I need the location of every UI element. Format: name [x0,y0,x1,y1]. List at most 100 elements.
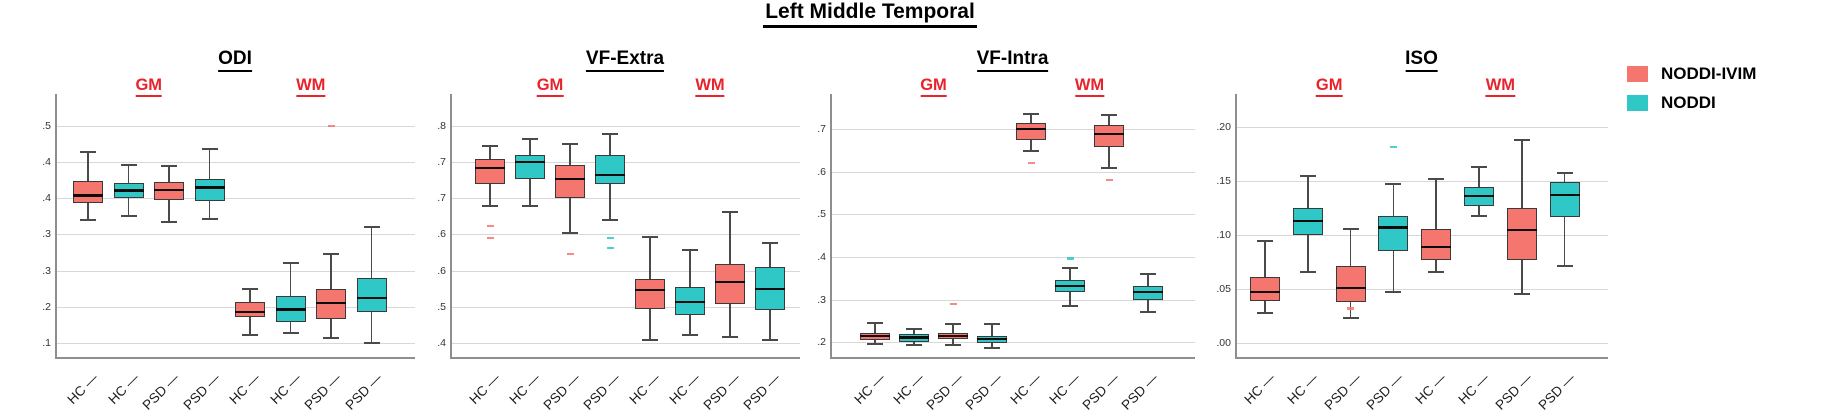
outlier-marker [486,236,494,240]
whisker-cap-top [282,262,299,265]
whisker-cap-bottom [945,344,961,347]
median-line [977,337,1007,340]
whisker-cap-top [1385,183,1402,186]
median-line [1335,286,1366,290]
gridline [56,342,415,344]
whisker-cap-top [1556,171,1573,174]
whisker-cap-top [722,211,738,214]
section-label-wm: WM [1074,76,1105,97]
y-axis-tick-label: .20 [1216,121,1231,134]
whisker-cap-bottom [1556,265,1573,268]
box-body [475,158,505,184]
outlier-marker [606,236,614,240]
box-body [194,178,225,202]
y-axis-tick-label: .8 [437,120,446,133]
median-line [275,308,306,311]
whisker-cap-top [945,323,961,326]
gridline [451,162,800,164]
gridline [451,342,800,344]
box-body [635,279,665,310]
gridline [1236,127,1608,129]
outlier-marker [1105,179,1113,182]
whisker-cap-bottom [562,232,578,234]
box-body [1506,208,1537,260]
gridline [451,234,800,236]
whisker-cap-bottom [282,331,299,334]
y-axis-tick-label: .3 [42,264,51,277]
median-line [899,336,929,339]
median-line [1549,194,1580,197]
section-label-gm: GM [135,76,163,97]
y-axis-tick-label: .2 [42,300,51,313]
y-axis-tick-label: .2 [817,336,826,349]
whisker-cap-bottom [682,333,698,336]
panel-title: ISO [1405,48,1438,72]
outlier-marker [1347,307,1355,310]
whisker-cap-top [1471,166,1487,169]
gridline [451,306,800,308]
figure-title-text: Left Middle Temporal [763,0,977,28]
legend: NODDI-IVIM NODDI [1627,64,1756,122]
median-line [113,189,144,192]
whisker-cap-bottom [1257,311,1273,314]
box-body [73,181,103,203]
box-body [595,155,625,184]
noddi-ivim-swatch-icon [1627,66,1648,82]
whisker-cap-top [363,226,380,229]
y-axis-tick-label: .5 [42,120,51,133]
median-line [1464,195,1494,198]
whisker-cap-bottom [323,336,339,339]
gridline [831,214,1195,216]
whisker-cap-bottom [80,219,96,221]
legend-label: NODDI [1661,93,1716,112]
whisker-cap-top [120,163,137,166]
whisker-cap-top [522,137,538,140]
whisker-cap-top [984,323,1000,326]
median-line [235,311,265,314]
median-line [1421,245,1452,249]
y-axis-tick-label: .3 [817,293,826,306]
box-body [154,181,184,201]
whisker-cap-top [1023,113,1039,116]
whisker-cap-top [682,249,698,252]
section-label-wm: WM [695,76,725,97]
whisker-cap-top [1428,178,1445,180]
median-line [356,296,387,300]
whisker-cap-top [1062,267,1078,270]
y-axis-tick-label: .10 [1216,229,1231,242]
gridline [831,299,1195,301]
outlier-marker [1027,162,1035,165]
median-line [1094,133,1124,136]
legend-label: NODDI-IVIM [1661,64,1757,83]
y-axis-line [55,94,57,358]
y-axis-tick-label: .4 [817,250,826,263]
x-axis-tick-label: HC — [64,370,101,407]
box-body [555,164,585,199]
whisker-cap-top [323,252,339,255]
y-axis-tick-label: .3 [42,228,51,241]
outlier-marker [327,125,335,128]
gridline [56,270,415,272]
whisker-cap-top [1342,227,1359,230]
outlier-marker [566,252,574,256]
section-label-wm: WM [1485,76,1516,97]
box-body [1335,266,1366,302]
section-label-gm: GM [1315,76,1343,97]
whisker-cap-bottom [602,219,618,221]
whisker-cap-top [1257,239,1273,242]
outlier-marker [1066,257,1074,260]
median-line [938,334,968,338]
whisker-cap-bottom [722,335,738,338]
median-line [715,280,745,284]
whisker-stem [1563,172,1566,267]
whisker-cap-top [482,144,498,147]
median-line [1250,291,1280,294]
whisker-cap-bottom [363,341,380,344]
median-line [475,166,505,170]
outlier-marker [949,302,957,305]
median-line [755,288,785,291]
gridline [831,256,1195,258]
whisker-cap-bottom [1342,317,1359,320]
box-body [1016,123,1046,141]
y-axis-tick-label: .4 [437,336,446,349]
